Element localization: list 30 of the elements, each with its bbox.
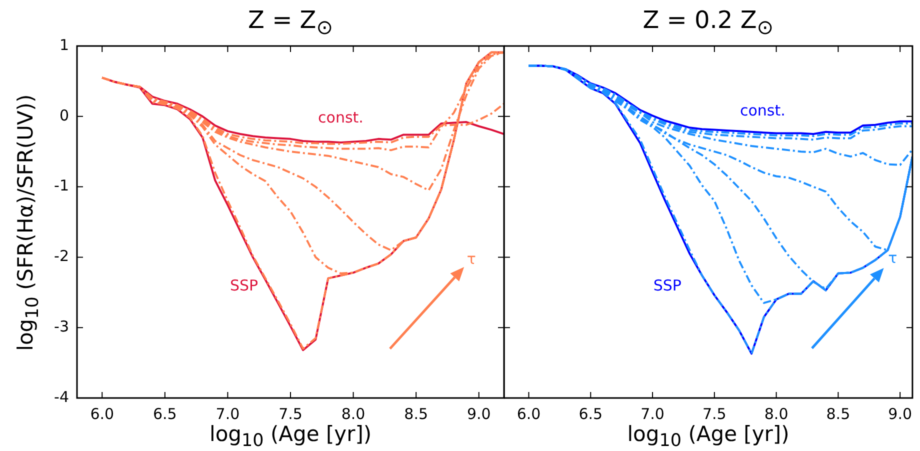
chart-title: Z = 0.2 Z$_{⊙}$ — [642, 6, 774, 39]
x-tick-label: 7.5 — [278, 404, 302, 423]
y-tick-label: 1 — [59, 36, 69, 54]
x-tick-label: 6.0 — [516, 404, 541, 423]
x-tick-label: 7.5 — [702, 404, 726, 423]
annotation: const. — [318, 108, 364, 126]
y-tick-label: -4 — [54, 388, 69, 406]
x-tick-label: 7.0 — [216, 404, 240, 423]
x-axis-title: log$_{10}$ (Age [yr]) — [627, 422, 790, 451]
x-tick-label: 8.0 — [341, 404, 366, 423]
annotation: const. — [740, 101, 786, 120]
x-tick-label: 9.0 — [466, 404, 491, 423]
annotation: SSP — [230, 276, 258, 295]
y-tick-label: -2 — [54, 247, 69, 266]
x-axis-title: log$_{10}$ (Age [yr]) — [210, 422, 372, 451]
y-tick-label: -1 — [54, 176, 69, 195]
x-tick-label: 8.5 — [826, 404, 850, 423]
x-tick-label: 8.0 — [764, 404, 788, 423]
y-tick-label: 0 — [59, 106, 69, 124]
x-tick-label: 7.0 — [640, 404, 664, 423]
x-tick-label: 6.0 — [90, 404, 114, 423]
annotation: τ — [466, 250, 476, 268]
chart-title: Z = Z$_{⊙}$ — [248, 6, 334, 39]
x-tick-label: 8.5 — [404, 404, 428, 423]
x-tick-label: 6.5 — [578, 404, 603, 423]
x-tick-label: 9.0 — [888, 404, 912, 423]
x-tick-label: 6.5 — [152, 404, 177, 423]
annotation: τ — [888, 249, 898, 268]
annotation: SSP — [653, 276, 682, 295]
y-tick-label: -3 — [54, 317, 69, 336]
